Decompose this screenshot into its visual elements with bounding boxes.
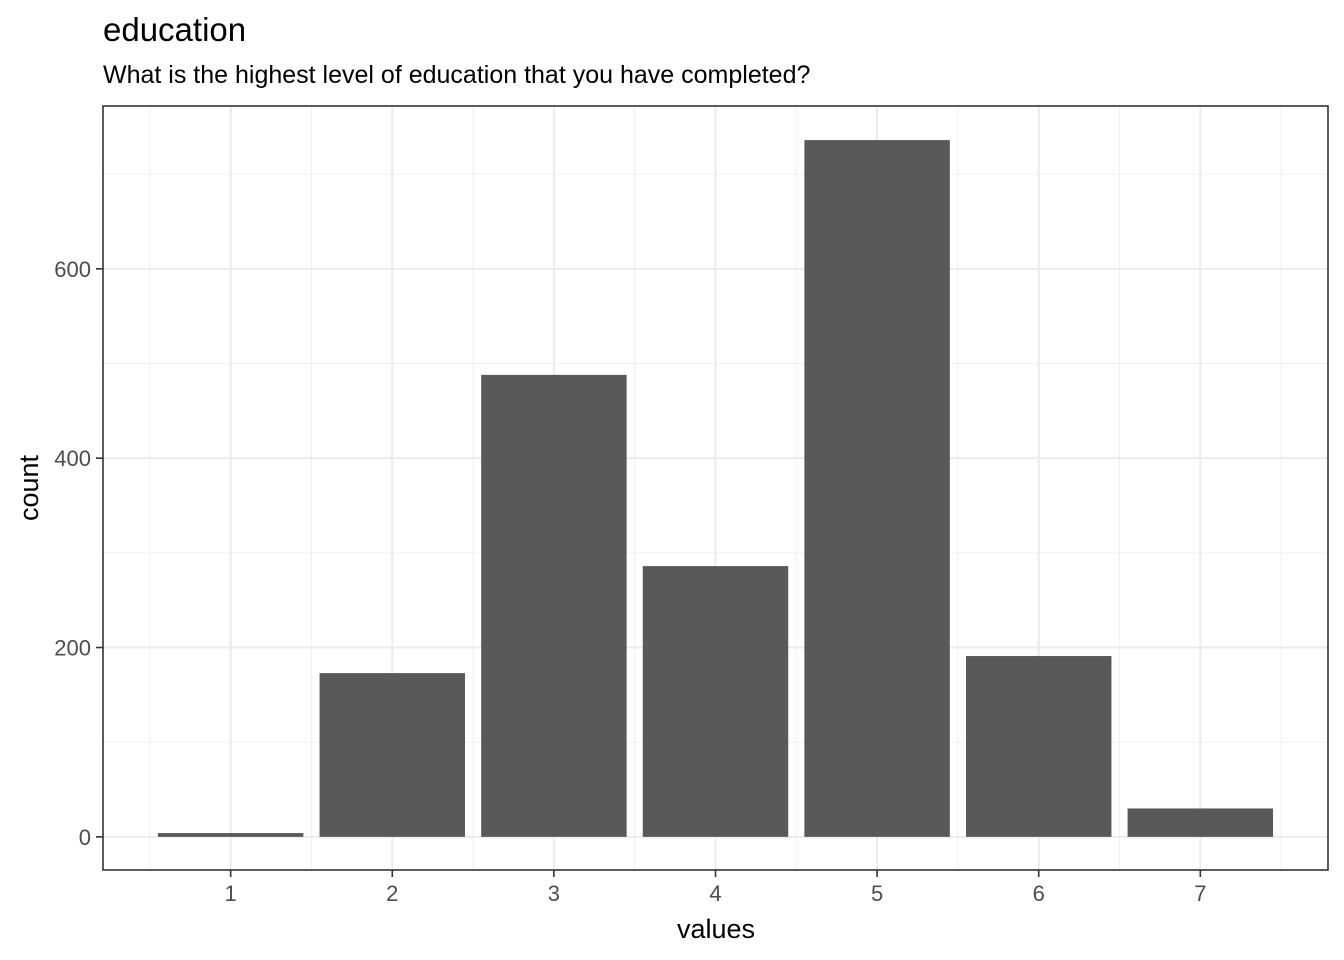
y-tick-label: 400 — [54, 446, 91, 471]
x-tick-label: 5 — [871, 881, 883, 906]
x-axis: 1 2 3 4 5 6 7 — [225, 870, 1206, 906]
bar-1 — [157, 833, 304, 837]
x-tick-label: 1 — [225, 881, 237, 906]
bar-4 — [642, 566, 789, 837]
chart-title: education — [103, 11, 246, 48]
bar-5 — [804, 140, 950, 837]
x-axis-title: values — [677, 914, 755, 944]
x-tick-label: 2 — [386, 881, 398, 906]
bar-6 — [965, 656, 1112, 837]
bar-3 — [481, 374, 627, 837]
y-axis: 0 200 400 600 — [54, 257, 103, 850]
x-tick-label: 4 — [709, 881, 721, 906]
bar-2 — [319, 673, 466, 837]
x-tick-label: 3 — [548, 881, 560, 906]
x-tick-label: 7 — [1194, 881, 1206, 906]
y-tick-label: 0 — [79, 825, 91, 850]
x-tick-label: 6 — [1033, 881, 1045, 906]
bar-7 — [1127, 808, 1274, 837]
y-axis-title: count — [14, 454, 44, 521]
y-tick-label: 600 — [54, 257, 91, 282]
bars — [157, 140, 1274, 837]
chart-subtitle: What is the highest level of education t… — [103, 61, 810, 89]
y-tick-label: 200 — [54, 636, 91, 661]
